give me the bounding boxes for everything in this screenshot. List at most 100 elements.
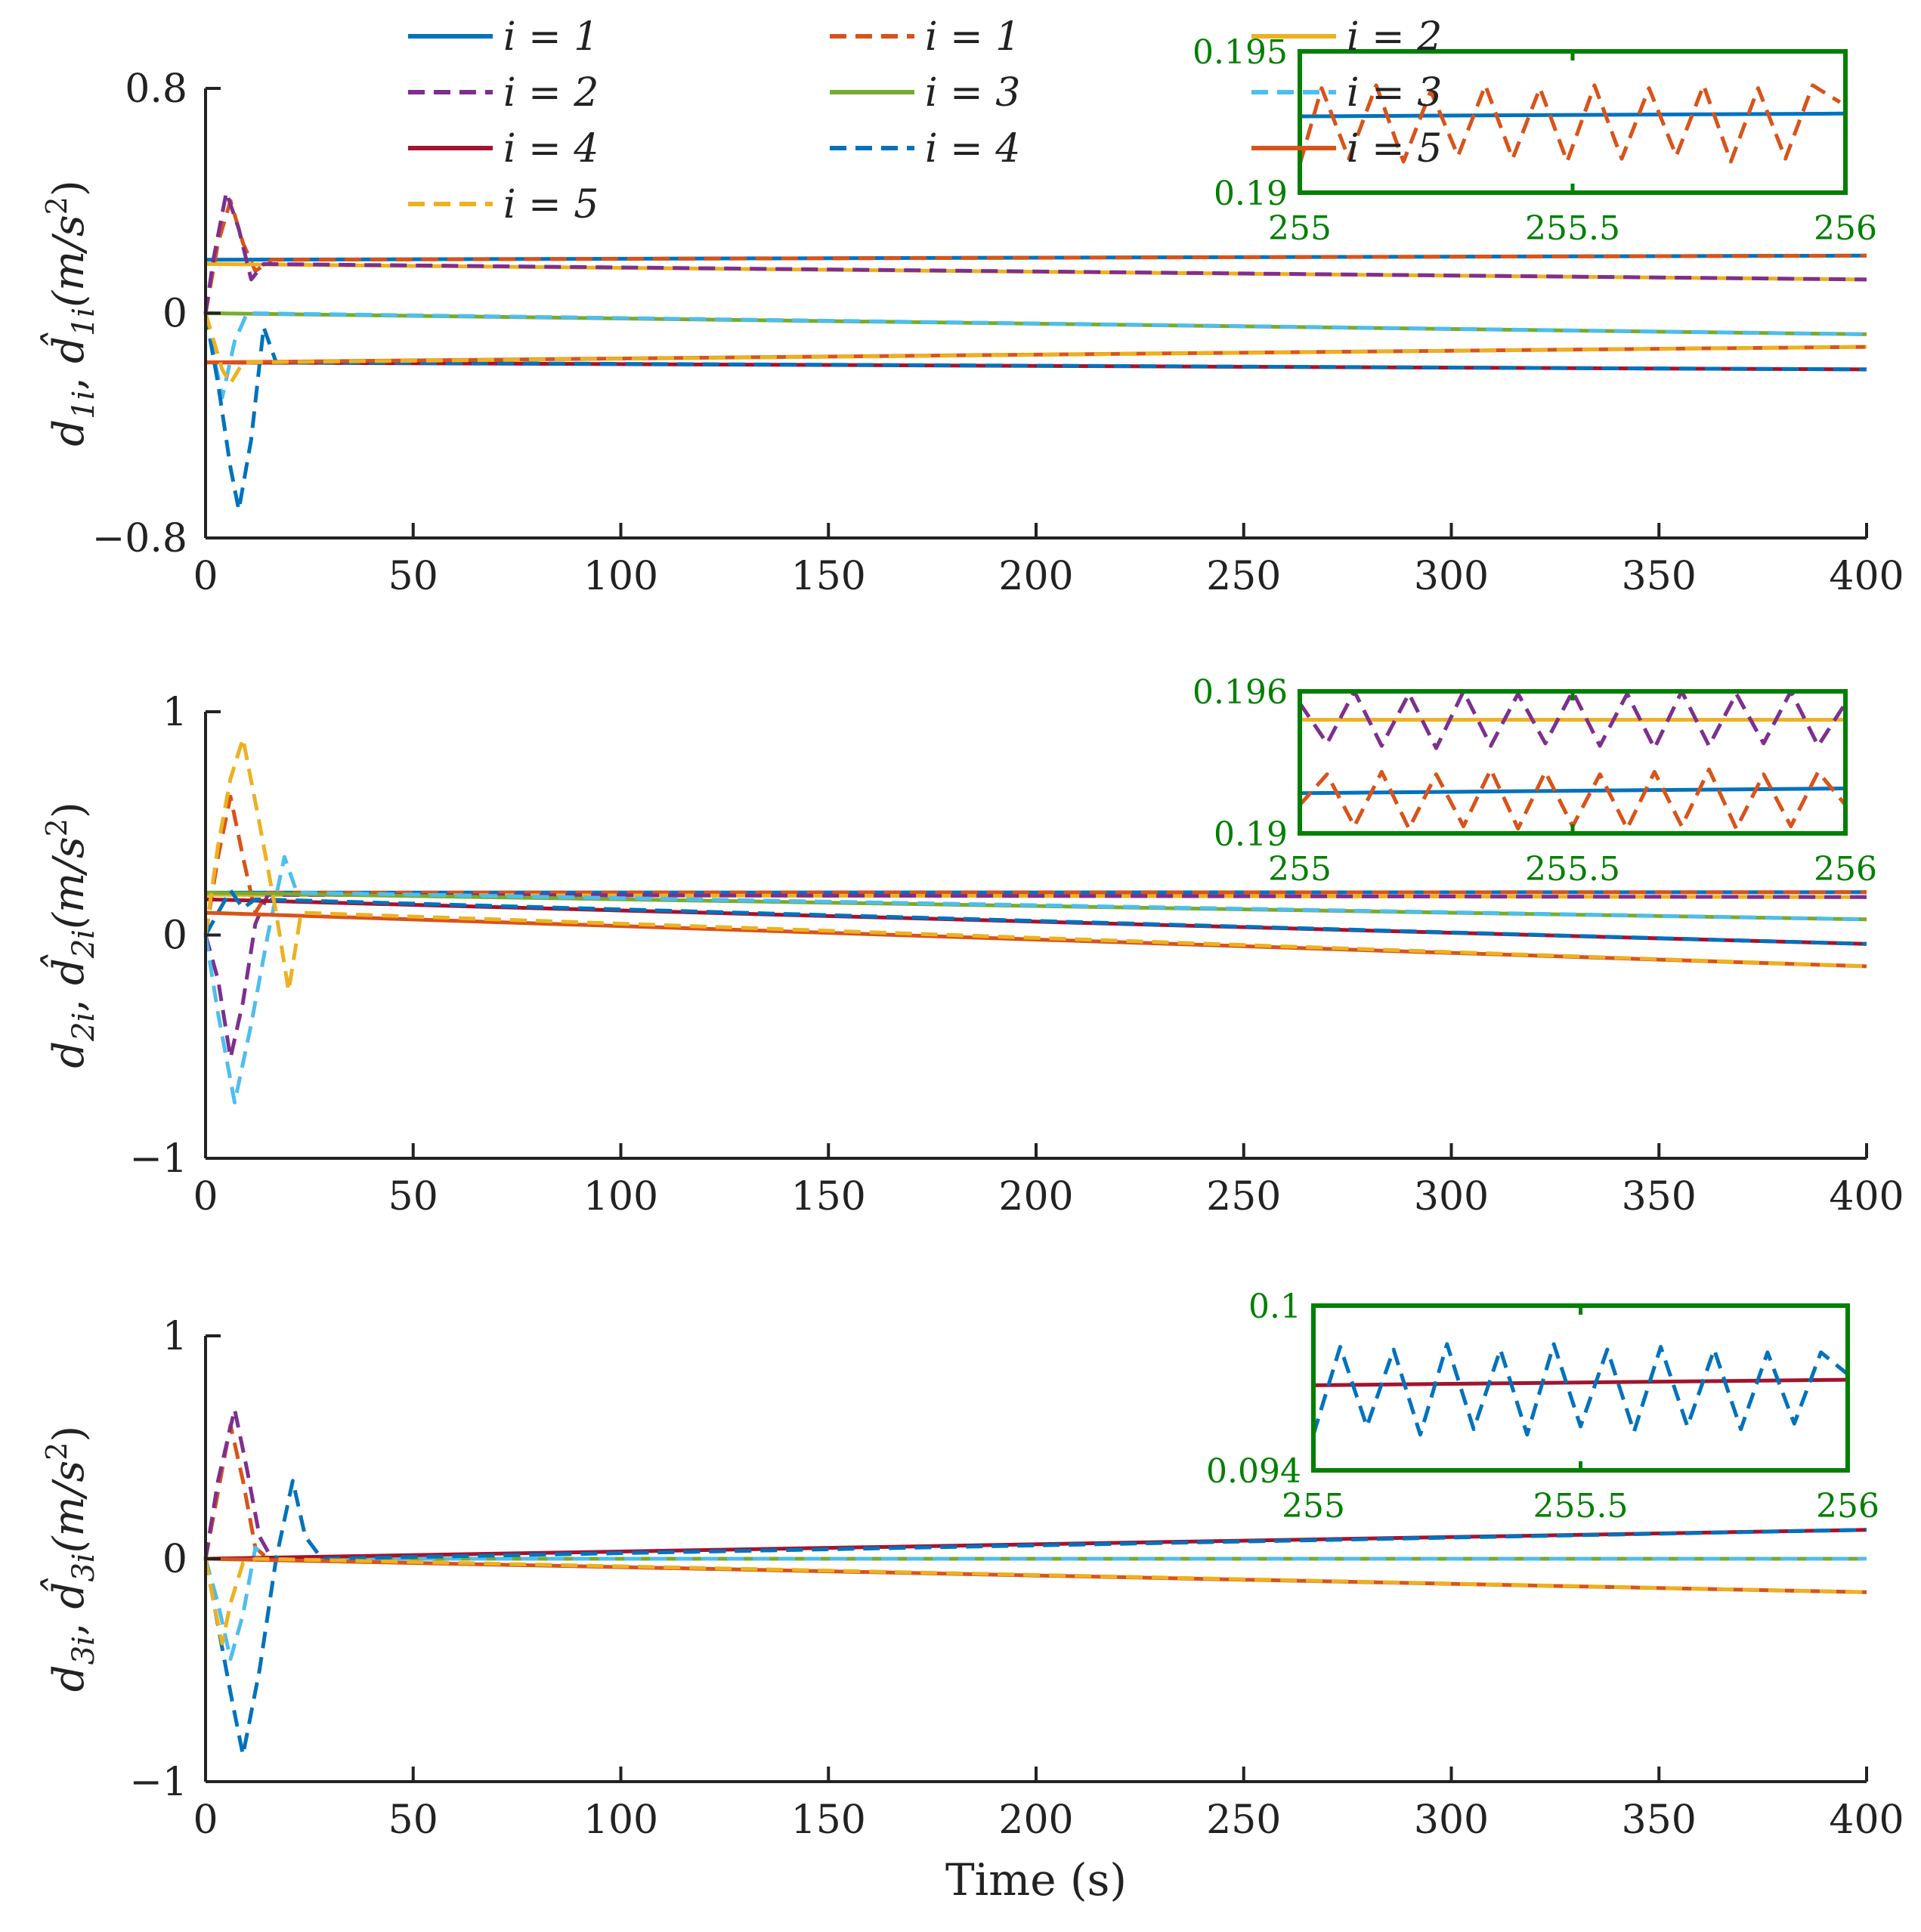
- y-axis-label-part: 2: [40, 196, 73, 215]
- x-tick-label: 0: [193, 1174, 218, 1219]
- inset-x-tick-label: 255.5: [1533, 1487, 1629, 1526]
- zoom-inset: 255 255.5 256 0.196 0.19: [1193, 673, 1877, 889]
- x-tick-label: 100: [583, 1798, 658, 1843]
- legend-label: i = 5: [1347, 126, 1442, 172]
- legend-item: i = 4: [408, 126, 599, 172]
- legend-item: i = 5: [408, 182, 599, 227]
- y-axis-label-part: ,: [45, 985, 94, 1012]
- y-axis-label-part: 2i: [67, 1012, 101, 1042]
- inset-x-tick-label: 255: [1268, 209, 1332, 248]
- y-axis-label-part: 1i: [67, 308, 101, 336]
- legend-label: i = 5: [503, 182, 599, 227]
- y-axis-label-part: (m/s: [45, 1461, 94, 1553]
- series-line-4: [203, 1407, 1867, 1561]
- x-tick-label: 350: [1622, 1174, 1697, 1219]
- inset-y-tick-label: 0.195: [1193, 33, 1288, 72]
- y-tick-label: 0: [162, 292, 187, 337]
- y-axis-label-part: ,: [45, 1609, 94, 1637]
- x-tick-label: 150: [791, 1174, 866, 1219]
- series-line-8: [203, 1479, 1867, 1757]
- series-line-10: [203, 1556, 1867, 1646]
- series-line-2: [203, 199, 1867, 314]
- inset-y-tick-label: 0.1: [1248, 1287, 1301, 1326]
- legend: i = 1 i = 1 i = 2 i = 2 i = 3 i = 3 i = 4 i = 4…: [408, 14, 1442, 227]
- inset-x-tick-label: 255.5: [1525, 209, 1620, 248]
- y-axis-label-part: 3i: [67, 1553, 101, 1581]
- y-tick-label: −1: [129, 1760, 187, 1805]
- y-tick-label: 0.8: [125, 66, 187, 112]
- y-axis-label-part: d: [45, 1665, 94, 1692]
- y-axis-label-part: d̂: [39, 1578, 94, 1609]
- y-tick-label: 1: [162, 690, 187, 735]
- x-tick-label: 100: [583, 554, 658, 599]
- y-axis-label-part: 1i: [67, 391, 101, 419]
- series-line-10: [203, 737, 1867, 993]
- y-axis-label-part: d̂: [39, 954, 94, 985]
- zoom-inset: 255 255.5 256 0.195 0.19: [1193, 33, 1877, 248]
- x-tick-label: 400: [1829, 1174, 1904, 1219]
- inset-y-tick-label: 0.19: [1214, 815, 1288, 854]
- legend-label: i = 2: [1347, 14, 1442, 60]
- legend-item: i = 4: [830, 126, 1020, 172]
- inset-y-tick-label: 0.19: [1214, 175, 1288, 213]
- inset-x-tick-label: 255: [1268, 850, 1332, 889]
- y-axis-label-part: ): [45, 180, 94, 196]
- inset-background: [1300, 691, 1845, 833]
- series-line-8: [203, 313, 1867, 512]
- x-tick-label: 50: [388, 554, 438, 599]
- zoom-inset: 255 255.5 256 0.1 0.094: [1206, 1287, 1879, 1526]
- inset-background: [1313, 1306, 1848, 1470]
- y-tick-label: −1: [129, 1136, 187, 1182]
- x-tick-label: 300: [1414, 554, 1489, 599]
- y-axis-label: d3i, d̂3i(m/s2): [39, 1426, 101, 1692]
- legend-label: i = 3: [1347, 70, 1442, 116]
- legend-item: i = 2: [1251, 14, 1442, 60]
- inset-series-line-2: [1298, 83, 1842, 165]
- y-axis-label: d1i, d̂1i(m/s2): [39, 180, 101, 446]
- x-tick-label: 50: [388, 1174, 438, 1219]
- x-tick-label: 150: [791, 554, 866, 599]
- legend-item: i = 3: [1251, 70, 1442, 116]
- legend-label: i = 4: [925, 126, 1020, 172]
- x-tick-label: 0: [193, 554, 218, 599]
- x-tick-label: 150: [791, 1798, 866, 1843]
- y-tick-label: 0: [162, 1537, 187, 1582]
- series-line-2: [203, 1423, 1867, 1561]
- legend-label: i = 1: [503, 14, 599, 60]
- x-tick-label: 400: [1829, 554, 1904, 599]
- y-axis-label-part: 2: [40, 1442, 73, 1461]
- inset-x-tick-label: 255.5: [1525, 850, 1620, 889]
- y-axis-label-part: ,: [45, 363, 94, 391]
- series-line-6: [203, 855, 1867, 1105]
- y-axis-label-part: d̂: [39, 332, 94, 363]
- y-tick-label: −0.8: [92, 516, 187, 561]
- x-tick-label: 250: [1206, 554, 1281, 599]
- legend-item: i = 1: [830, 14, 1020, 60]
- inset-x-tick-label: 256: [1814, 209, 1877, 248]
- inset-series-line-2: [1311, 1342, 1849, 1437]
- x-tick-label: 350: [1622, 1798, 1697, 1843]
- y-axis-label-part: (m/s: [45, 836, 94, 929]
- series-line-4: [203, 190, 1867, 314]
- x-tick-label: 200: [998, 1798, 1073, 1843]
- y-axis-label-part: 2i: [67, 929, 101, 959]
- inset-x-tick-label: 255: [1282, 1487, 1345, 1526]
- legend-label: i = 4: [503, 126, 599, 172]
- x-tick-label: 350: [1622, 554, 1697, 599]
- legend-item: i = 5: [1251, 126, 1442, 172]
- y-tick-label: 1: [162, 1314, 187, 1359]
- series-group: [203, 190, 1867, 512]
- legend-label: i = 1: [925, 14, 1020, 60]
- x-tick-label: 250: [1206, 1798, 1281, 1843]
- inset-x-tick-label: 256: [1814, 850, 1877, 889]
- series-line-10: [203, 312, 1867, 385]
- x-tick-label: 200: [998, 1174, 1073, 1219]
- legend-label: i = 2: [503, 70, 599, 116]
- y-axis-label-part: (m/s: [45, 215, 94, 308]
- legend-label: i = 3: [925, 70, 1020, 116]
- inset-series-line-3: [1298, 689, 1848, 750]
- legend-item: i = 1: [408, 14, 599, 60]
